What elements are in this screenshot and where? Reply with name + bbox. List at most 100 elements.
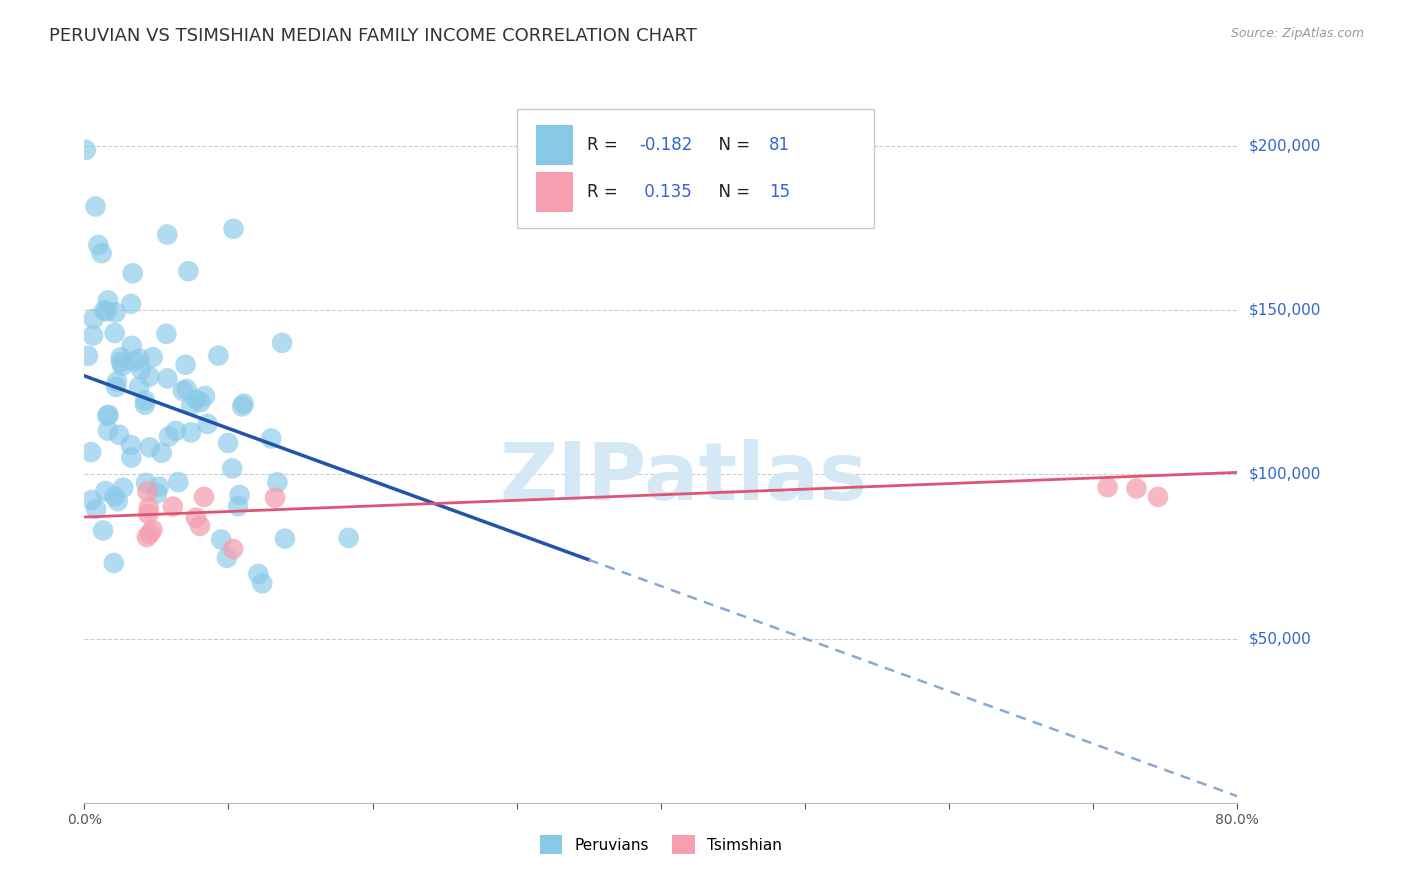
Point bbox=[124, 354, 146, 368]
Point bbox=[217, 436, 239, 450]
Point bbox=[136, 507, 159, 521]
Point bbox=[107, 494, 129, 508]
Point bbox=[177, 264, 200, 278]
Point bbox=[162, 500, 184, 514]
Point bbox=[231, 400, 253, 414]
Point bbox=[121, 339, 143, 353]
Point bbox=[105, 375, 128, 389]
Point bbox=[96, 304, 118, 318]
Point bbox=[139, 526, 162, 541]
Point bbox=[97, 293, 120, 308]
Point bbox=[84, 502, 107, 516]
Text: $50,000: $50,000 bbox=[1249, 632, 1312, 646]
Point bbox=[174, 358, 197, 372]
Text: $150,000: $150,000 bbox=[1249, 302, 1320, 318]
Point bbox=[80, 492, 103, 507]
Point bbox=[138, 500, 160, 515]
Point bbox=[97, 424, 120, 438]
Point bbox=[184, 392, 207, 407]
Point bbox=[228, 488, 250, 502]
Point bbox=[121, 266, 143, 280]
Point bbox=[128, 351, 150, 366]
Point bbox=[193, 490, 215, 504]
Point bbox=[146, 486, 169, 500]
Point bbox=[232, 397, 254, 411]
Point bbox=[209, 533, 232, 547]
Point bbox=[222, 541, 245, 556]
Point bbox=[165, 424, 187, 438]
Text: 81: 81 bbox=[769, 136, 790, 154]
Point bbox=[194, 389, 217, 403]
Text: R =: R = bbox=[588, 183, 623, 202]
Point bbox=[108, 427, 131, 442]
Point bbox=[87, 238, 110, 252]
Point bbox=[112, 481, 135, 495]
Point bbox=[1097, 480, 1119, 494]
Point bbox=[135, 475, 157, 490]
Bar bbox=[536, 172, 574, 212]
Point bbox=[197, 417, 219, 431]
Point bbox=[150, 446, 173, 460]
Point bbox=[148, 480, 170, 494]
Point bbox=[264, 491, 287, 505]
Point bbox=[260, 432, 283, 446]
Point bbox=[176, 382, 198, 396]
Text: Source: ZipAtlas.com: Source: ZipAtlas.com bbox=[1230, 27, 1364, 40]
Point bbox=[84, 199, 107, 213]
Point bbox=[167, 475, 190, 490]
Point bbox=[180, 425, 202, 440]
Point bbox=[155, 326, 177, 341]
Point bbox=[104, 305, 127, 319]
Point bbox=[184, 510, 207, 524]
Point bbox=[136, 484, 159, 499]
Point bbox=[138, 441, 160, 455]
Point bbox=[271, 335, 294, 350]
Point bbox=[157, 429, 180, 443]
Point bbox=[110, 351, 132, 365]
Point bbox=[90, 246, 112, 260]
Point bbox=[337, 531, 360, 545]
FancyBboxPatch shape bbox=[517, 109, 875, 228]
Text: R =: R = bbox=[588, 136, 623, 154]
Text: -0.182: -0.182 bbox=[638, 136, 692, 154]
Text: N =: N = bbox=[709, 136, 755, 154]
Point bbox=[215, 551, 238, 566]
Point bbox=[274, 532, 297, 546]
Text: 0.135: 0.135 bbox=[638, 183, 692, 202]
Text: $200,000: $200,000 bbox=[1249, 138, 1320, 153]
Point bbox=[207, 349, 229, 363]
Point bbox=[226, 500, 249, 514]
Point bbox=[138, 369, 160, 384]
Point bbox=[111, 359, 134, 373]
Point bbox=[221, 461, 243, 475]
Point bbox=[82, 328, 104, 343]
Point bbox=[128, 380, 150, 394]
Point bbox=[142, 350, 165, 364]
Point bbox=[190, 395, 212, 409]
Point bbox=[172, 384, 194, 398]
Point bbox=[188, 518, 211, 533]
Point bbox=[222, 222, 245, 236]
Point bbox=[180, 399, 202, 413]
Text: ZIPatlas: ZIPatlas bbox=[499, 439, 868, 516]
Point bbox=[77, 349, 100, 363]
Point bbox=[105, 380, 128, 394]
Text: PERUVIAN VS TSIMSHIAN MEDIAN FAMILY INCOME CORRELATION CHART: PERUVIAN VS TSIMSHIAN MEDIAN FAMILY INCO… bbox=[49, 27, 697, 45]
Point bbox=[80, 445, 103, 459]
Point bbox=[97, 408, 120, 422]
Point bbox=[75, 143, 97, 157]
Text: N =: N = bbox=[709, 183, 755, 202]
Point bbox=[134, 398, 156, 412]
Point bbox=[266, 475, 288, 490]
Point bbox=[120, 438, 142, 452]
Point bbox=[129, 362, 152, 376]
Point bbox=[94, 483, 117, 498]
Point bbox=[103, 556, 125, 570]
Point bbox=[247, 566, 270, 581]
Point bbox=[1125, 482, 1147, 496]
Bar bbox=[536, 126, 574, 165]
Point bbox=[250, 576, 273, 591]
Point bbox=[141, 523, 163, 537]
Point bbox=[156, 227, 179, 242]
Point bbox=[96, 409, 118, 423]
